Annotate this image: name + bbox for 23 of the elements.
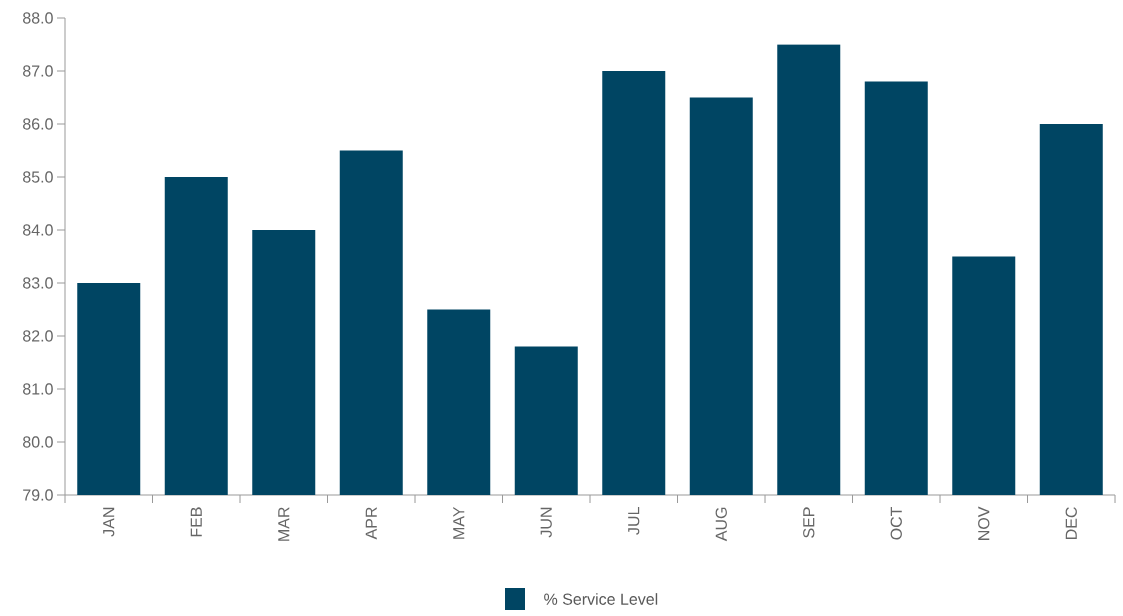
x-tick-label: APR [365, 507, 377, 540]
x-tick-label: FEB [190, 507, 202, 537]
y-tick-label: 81.0 [23, 383, 53, 395]
y-tick-label: 79.0 [23, 489, 53, 501]
x-tick-label: DEC [1065, 507, 1077, 539]
y-tick-label: 88.0 [23, 12, 53, 24]
x-tick-label: JAN [103, 507, 115, 537]
x-tick-label: MAR [278, 507, 290, 541]
x-tick-label: JUL [628, 507, 640, 535]
y-tick-label: 83.0 [23, 277, 53, 289]
x-tick-label: OCT [890, 506, 902, 540]
legend-label: % Service Level [544, 593, 658, 605]
y-tick-label: 87.0 [23, 65, 53, 77]
x-tick-label: SEP [803, 507, 815, 538]
y-tick-label: 80.0 [23, 436, 53, 448]
y-tick-label: 82.0 [23, 330, 53, 342]
y-tick-label: 84.0 [23, 224, 53, 236]
x-tick-label: AUG [715, 507, 727, 542]
x-tick-label: NOV [978, 506, 990, 540]
x-tick-label: JUN [540, 507, 552, 538]
y-tick-label: 86.0 [23, 118, 53, 130]
x-tick-label: MAY [453, 506, 465, 539]
y-tick-label: 85.0 [23, 171, 53, 183]
